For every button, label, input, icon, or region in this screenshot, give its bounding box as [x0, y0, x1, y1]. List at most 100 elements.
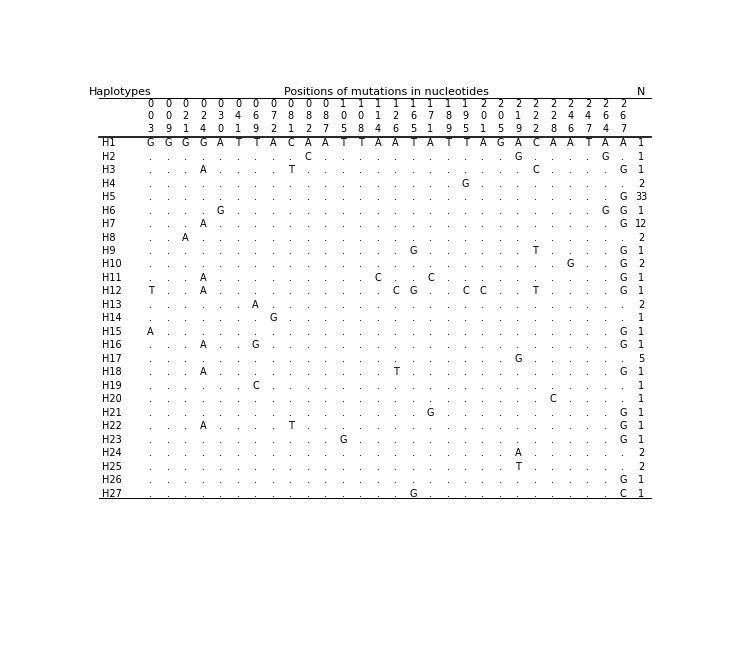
Text: .: .	[376, 435, 379, 445]
Text: .: .	[621, 448, 624, 458]
Text: .: .	[534, 300, 537, 310]
Text: .: .	[429, 448, 432, 458]
Text: .: .	[534, 151, 537, 161]
Text: .: .	[376, 380, 379, 390]
Text: .: .	[482, 260, 485, 270]
Text: 1: 1	[638, 165, 644, 175]
Text: .: .	[447, 380, 449, 390]
Text: .: .	[184, 394, 187, 404]
Text: .: .	[184, 192, 187, 202]
Text: G: G	[252, 341, 259, 351]
Text: .: .	[604, 435, 607, 445]
Text: .: .	[551, 408, 554, 418]
Text: .: .	[236, 489, 239, 499]
Text: .: .	[517, 219, 520, 229]
Text: .: .	[517, 286, 520, 296]
Text: .: .	[359, 206, 362, 216]
Text: .: .	[376, 179, 379, 189]
Text: 1: 1	[182, 124, 189, 134]
Text: .: .	[482, 206, 485, 216]
Text: .: .	[342, 341, 345, 351]
Text: A: A	[479, 138, 486, 148]
Text: .: .	[149, 435, 152, 445]
Text: .: .	[517, 273, 520, 283]
Text: .: .	[394, 206, 397, 216]
Text: G: G	[182, 138, 190, 148]
Text: .: .	[149, 421, 152, 431]
Text: .: .	[149, 165, 152, 175]
Text: .: .	[254, 260, 257, 270]
Text: .: .	[236, 179, 239, 189]
Text: 4: 4	[235, 112, 241, 122]
Text: A: A	[602, 138, 609, 148]
Text: .: .	[569, 354, 572, 364]
Text: .: .	[289, 394, 292, 404]
Text: .: .	[184, 435, 187, 445]
Text: .: .	[499, 475, 502, 485]
Text: .: .	[464, 461, 467, 471]
Text: .: .	[184, 327, 187, 337]
Text: .: .	[569, 435, 572, 445]
Text: .: .	[394, 354, 397, 364]
Text: G: G	[269, 313, 277, 323]
Text: .: .	[324, 408, 327, 418]
Text: T: T	[532, 246, 539, 256]
Text: .: .	[254, 461, 257, 471]
Text: .: .	[184, 421, 187, 431]
Text: .: .	[517, 380, 520, 390]
Text: .: .	[324, 151, 327, 161]
Text: .: .	[586, 232, 589, 242]
Text: 7: 7	[585, 124, 591, 134]
Text: 2: 2	[638, 448, 644, 458]
Text: .: .	[272, 165, 274, 175]
Text: .: .	[499, 273, 502, 283]
Text: .: .	[482, 327, 485, 337]
Text: .: .	[201, 179, 205, 189]
Text: .: .	[464, 232, 467, 242]
Text: .: .	[551, 179, 554, 189]
Text: .: .	[551, 327, 554, 337]
Text: H24: H24	[102, 448, 122, 458]
Text: .: .	[376, 246, 379, 256]
Text: 2: 2	[567, 98, 574, 108]
Text: .: .	[586, 246, 589, 256]
Text: .: .	[482, 179, 485, 189]
Text: .: .	[394, 232, 397, 242]
Text: .: .	[499, 219, 502, 229]
Text: 9: 9	[515, 124, 521, 134]
Text: .: .	[342, 192, 345, 202]
Text: .: .	[149, 232, 152, 242]
Text: .: .	[499, 341, 502, 351]
Text: G: G	[619, 421, 627, 431]
Text: .: .	[517, 367, 520, 377]
Text: .: .	[569, 421, 572, 431]
Text: .: .	[604, 341, 607, 351]
Text: .: .	[307, 192, 310, 202]
Text: A: A	[200, 165, 206, 175]
Text: .: .	[272, 286, 274, 296]
Text: .: .	[201, 489, 205, 499]
Text: .: .	[342, 461, 345, 471]
Text: H2: H2	[102, 151, 116, 161]
Text: H12: H12	[102, 286, 122, 296]
Text: 1: 1	[638, 313, 644, 323]
Text: .: .	[342, 232, 345, 242]
Text: G: G	[602, 206, 609, 216]
Text: .: .	[167, 232, 170, 242]
Text: .: .	[324, 206, 327, 216]
Text: .: .	[289, 435, 292, 445]
Text: .: .	[149, 260, 152, 270]
Text: .: .	[342, 367, 345, 377]
Text: .: .	[376, 300, 379, 310]
Text: H5: H5	[102, 192, 116, 202]
Text: .: .	[517, 327, 520, 337]
Text: 3: 3	[148, 124, 154, 134]
Text: .: .	[149, 354, 152, 364]
Text: .: .	[394, 421, 397, 431]
Text: .: .	[324, 461, 327, 471]
Text: .: .	[219, 475, 222, 485]
Text: .: .	[604, 421, 607, 431]
Text: .: .	[272, 327, 274, 337]
Text: A: A	[217, 138, 224, 148]
Text: .: .	[586, 165, 589, 175]
